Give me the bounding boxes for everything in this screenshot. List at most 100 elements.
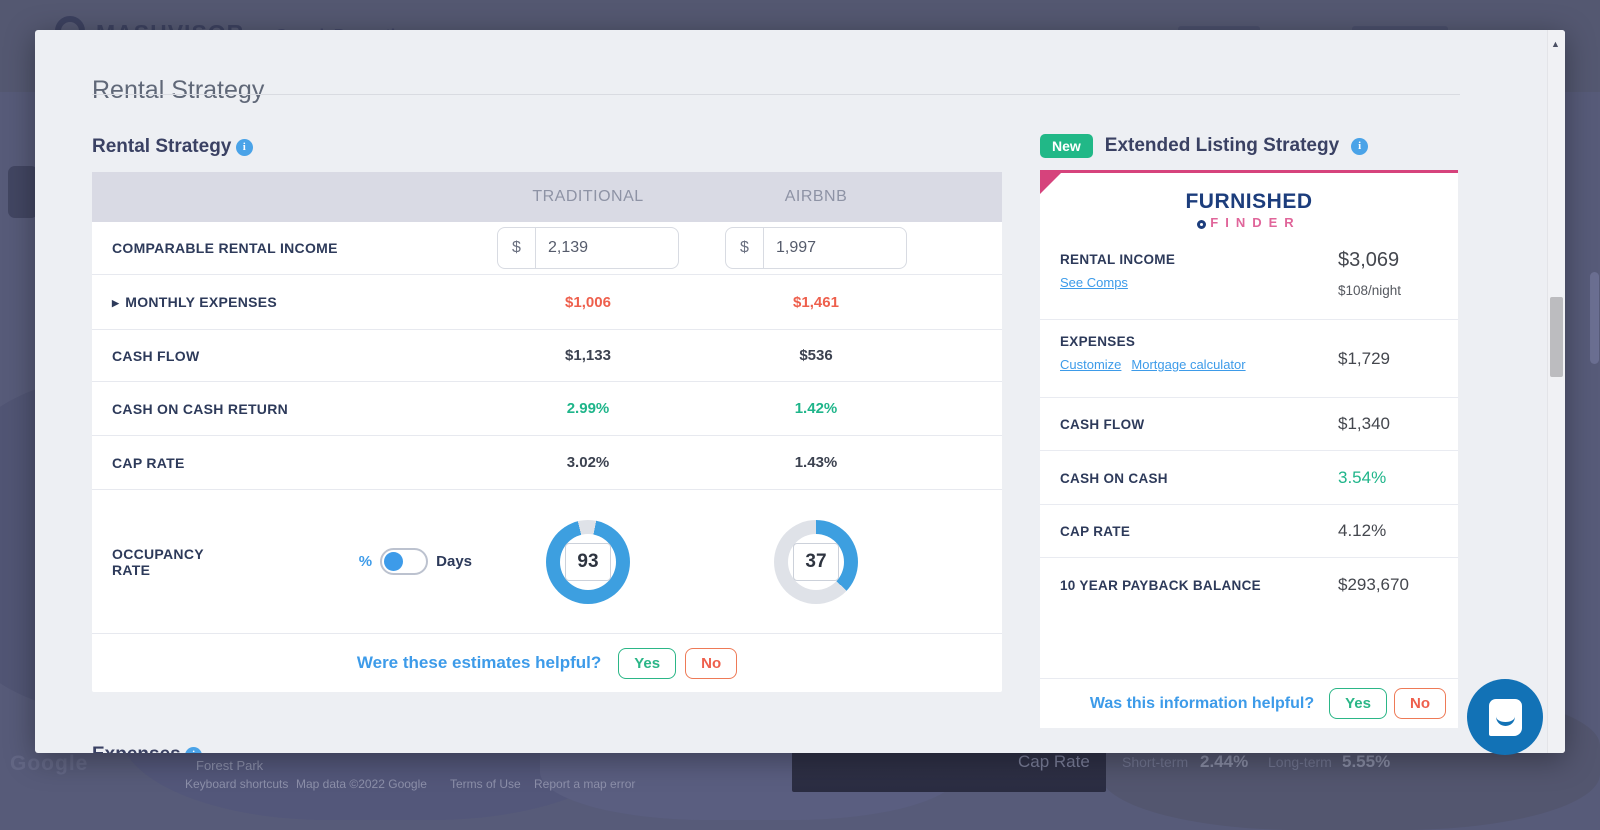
row-label: COMPARABLE RENTAL INCOME	[92, 240, 472, 256]
extended-listing-heading: Extended Listing Strategy	[1105, 135, 1339, 157]
customize-link[interactable]: Customize	[1060, 357, 1121, 372]
divider	[92, 94, 1460, 95]
row-label: OCCUPANCY RATE	[112, 546, 207, 578]
ff-cashflow-value: $1,340	[1338, 414, 1390, 434]
airbnb-expenses-value: $1,461	[704, 294, 928, 311]
airbnb-income-input[interactable]	[764, 239, 906, 257]
traditional-coc-value: 2.99%	[472, 400, 704, 417]
bg-short-term-value: 2.44%	[1200, 752, 1248, 772]
google-logo: Google	[10, 752, 88, 776]
info-icon[interactable]: i	[236, 139, 253, 156]
new-badge: New	[1040, 134, 1093, 158]
rp-label: EXPENSES	[1060, 334, 1458, 349]
days-toggle-label: Days	[436, 553, 472, 570]
next-section-text: Expenses	[92, 744, 181, 753]
information-helpful-question: Was this information helpful?	[1090, 695, 1314, 713]
per-night-value: $108/night	[1338, 283, 1401, 298]
key-icon	[1197, 220, 1206, 229]
airbnb-occupancy-donut: 37	[774, 520, 858, 604]
row-label: CASH ON CASH RETURN	[92, 401, 472, 417]
furnished-finder-card: FURNISHED FINDER RENTAL INCOME See Comps…	[1040, 170, 1458, 728]
information-feedback-bar: Was this information helpful? Yes No	[1040, 678, 1458, 728]
percent-toggle-label: %	[359, 553, 372, 570]
ff-coc-value: 3.54%	[1338, 468, 1386, 488]
expand-triangle-icon[interactable]: ▶	[112, 298, 119, 308]
occupancy-unit-toggle[interactable]	[380, 548, 428, 575]
rental-income-value: $3,069 $108/night	[1338, 249, 1401, 298]
rp-row-rental-income: RENTAL INCOME See Comps $3,069 $108/nigh…	[1040, 238, 1458, 320]
rp-row-expenses: EXPENSES Customize Mortgage calculator $…	[1040, 320, 1458, 398]
table-header-row: TRADITIONAL AIRBNB	[92, 172, 1002, 222]
traditional-caprate-value: 3.02%	[472, 454, 704, 471]
rental-comparison-table: TRADITIONAL AIRBNB COMPARABLE RENTAL INC…	[92, 172, 1002, 692]
airbnb-occupancy-value: 37	[793, 543, 839, 581]
info-icon[interactable]: i	[185, 747, 202, 754]
currency-prefix: $	[726, 228, 764, 268]
extended-listing-heading-row: New Extended Listing Strategy i	[1040, 134, 1368, 158]
scrollbar-thumb[interactable]	[1550, 297, 1563, 377]
logo-line2: FINDER	[1040, 215, 1458, 230]
info-icon[interactable]: i	[1351, 138, 1368, 155]
ff-caprate-value: 4.12%	[1338, 521, 1386, 541]
map-control-button[interactable]	[8, 166, 38, 218]
see-comps-link[interactable]: See Comps	[1060, 275, 1128, 290]
information-yes-button[interactable]: Yes	[1329, 688, 1387, 719]
scroll-up-arrow[interactable]: ▲	[1551, 39, 1560, 49]
row-label: CASH FLOW	[92, 348, 472, 364]
chat-icon	[1489, 699, 1522, 736]
traditional-expenses-value: $1,006	[472, 294, 704, 311]
rp-label: CASH FLOW	[1060, 412, 1458, 438]
expand-monthly-expenses[interactable]: ▶ MONTHLY EXPENSES	[92, 294, 472, 310]
toggle-knob	[384, 552, 403, 571]
rp-label: CAP RATE	[1060, 519, 1458, 545]
table-row-cash-on-cash: CASH ON CASH RETURN 2.99% 1.42%	[92, 382, 1002, 436]
rental-strategy-section-heading: Rental Strategy i	[92, 136, 253, 158]
table-row-comparable-rental-income: COMPARABLE RENTAL INCOME $ $	[92, 222, 1002, 275]
report-map-error-link[interactable]: Report a map error	[534, 777, 635, 791]
traditional-cashflow-value: $1,133	[472, 347, 704, 364]
rental-strategy-modal: Rental Strategy Rental Strategy i TRADIT…	[35, 30, 1565, 753]
estimates-feedback-bar: Were these estimates helpful? Yes No	[92, 633, 1002, 692]
bg-short-term-label: Short-term	[1122, 754, 1188, 770]
information-no-button[interactable]: No	[1394, 688, 1446, 719]
bg-long-term-value: 5.55%	[1342, 752, 1390, 772]
bg-cap-rate-label: Cap Rate	[1018, 752, 1090, 772]
table-row-cap-rate: CAP RATE 3.02% 1.43%	[92, 436, 1002, 490]
row-label: MONTHLY EXPENSES	[125, 294, 277, 310]
airbnb-coc-value: 1.42%	[704, 400, 928, 417]
airbnb-caprate-value: 1.43%	[704, 454, 928, 471]
mortgage-calculator-link[interactable]: Mortgage calculator	[1131, 357, 1245, 372]
modal-title: Rental Strategy	[92, 76, 264, 105]
estimates-no-button[interactable]: No	[685, 648, 737, 679]
airbnb-income-input-group: $	[725, 227, 907, 269]
rp-row-cash-flow: CASH FLOW $1,340	[1040, 398, 1458, 451]
keyboard-shortcuts-link[interactable]: Keyboard shortcuts	[185, 777, 288, 791]
rp-row-payback-balance: 10 YEAR PAYBACK BALANCE $293,670	[1040, 558, 1458, 612]
column-header-traditional: TRADITIONAL	[472, 188, 704, 206]
furnished-finder-logo: FURNISHED FINDER	[1040, 190, 1458, 230]
modal-scrollbar[interactable]: ▲	[1547, 30, 1565, 753]
table-row-occupancy-rate: OCCUPANCY RATE % Days 93 37	[92, 490, 1002, 633]
page-scrollbar-dimmed[interactable]	[1590, 272, 1599, 364]
traditional-income-input-group: $	[497, 227, 679, 269]
rp-label: CASH ON CASH	[1060, 465, 1458, 492]
next-section-heading-clipped: Expenses i	[92, 744, 202, 753]
row-label: CAP RATE	[92, 455, 472, 471]
map-data-attribution: Map data ©2022 Google	[296, 777, 427, 791]
rp-row-cap-rate: CAP RATE 4.12%	[1040, 505, 1458, 558]
map-place-label: Forest Park	[196, 758, 263, 773]
estimates-yes-button[interactable]: Yes	[618, 648, 676, 679]
table-row-monthly-expenses: ▶ MONTHLY EXPENSES $1,006 $1,461	[92, 275, 1002, 330]
estimates-helpful-question: Were these estimates helpful?	[357, 653, 601, 673]
airbnb-cashflow-value: $536	[704, 347, 928, 364]
chat-launcher-button[interactable]	[1467, 679, 1543, 755]
currency-prefix: $	[498, 228, 536, 268]
rp-row-cash-on-cash: CASH ON CASH 3.54%	[1040, 451, 1458, 505]
traditional-occupancy-value: 93	[565, 543, 611, 581]
traditional-income-input[interactable]	[536, 239, 678, 257]
terms-of-use-link[interactable]: Terms of Use	[450, 777, 521, 791]
table-row-cash-flow: CASH FLOW $1,133 $536	[92, 330, 1002, 382]
logo-line1: FURNISHED	[1040, 190, 1458, 214]
expenses-value: $1,729	[1338, 349, 1390, 369]
column-header-airbnb: AIRBNB	[704, 188, 928, 206]
